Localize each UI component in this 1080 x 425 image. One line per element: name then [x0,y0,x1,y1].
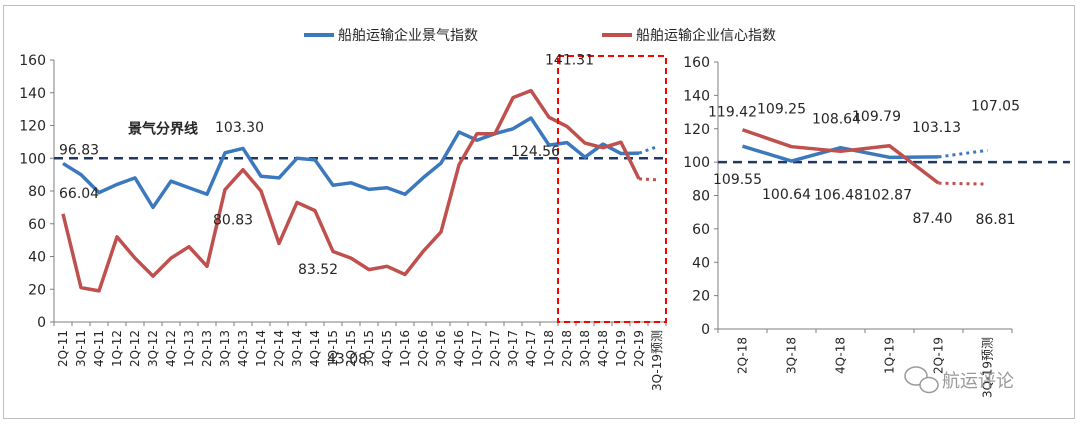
forecast-highlight-box [557,55,667,323]
left-x-tick-label: 3Q-14 [290,330,304,367]
left-x-tick-label: 3Q-12 [146,330,160,367]
right-data-label: 106.48 [814,187,863,203]
left-data-label: 141.31 [545,53,594,69]
right-data-label: 109.79 [852,109,901,125]
legend-label: 船舶运输企业信心指数 [636,27,776,44]
left-x-tick-label: 1Q-19 [614,330,628,367]
left-data-label: 66.04 [59,186,99,202]
left-x-tick-label: 2Q-17 [488,330,502,367]
right-x-tick-label: 1Q-19 [883,337,897,374]
left-x-tick-label: 3Q-13 [218,330,232,367]
left-x-tick-label: 2Q-16 [416,330,430,367]
right-y-tick-label: 0 [701,322,710,338]
left-x-tick-label: 3Q-11 [74,330,88,367]
right-y-tick-label: 20 [692,289,710,305]
left-y-tick-label: 120 [19,119,46,135]
right-data-label: 107.05 [971,98,1020,114]
left-x-tick-label: 1Q-17 [470,330,484,367]
right-data-label: 119.42 [708,105,757,121]
left-x-tick-label: 1Q-16 [398,330,412,367]
right-data-label: 109.25 [757,102,806,118]
left-x-tick-label: 2Q-13 [200,330,214,367]
right-x-tick-label: 2Q-18 [736,337,750,374]
right-x-tick-label: 4Q-18 [834,337,848,374]
left-y-tick-label: 60 [28,217,46,233]
right-y-tick-label: 40 [692,255,710,271]
left-series-forecast-line [638,177,658,182]
left-x-tick-label: 3Q-18 [578,330,592,367]
wechat-icon [904,366,939,394]
left-x-tick-label: 2Q-14 [272,330,286,367]
left-data-label: 80.83 [213,213,253,229]
left-data-label: 43.08 [327,351,367,367]
right-series-forecast-line [938,181,988,186]
right-data-label: 108.64 [812,112,861,128]
right-data-label: 109.55 [713,172,762,188]
right-y-tick-label: 120 [683,122,710,138]
left-x-tick-label: 1Q-12 [110,330,124,367]
chart-frame: 0 20 40 60 80 100 120 140 160 2Q-11 3Q-11 4Q-11 1Q-1… [3,5,1075,419]
left-y-tick-label: 160 [19,53,46,69]
left-series-forecast-line [638,145,658,155]
right-data-label: 86.81 [975,212,1015,228]
left-y-tick-label: 80 [28,184,46,200]
left-x-tick-label: 1Q-18 [542,330,556,367]
left-x-tick-label: 4Q-15 [380,330,394,367]
right-series-forecast-line [938,148,988,159]
left-x-tick-label: 3Q-19预测 [650,330,664,391]
left-y-tick-label: 20 [28,282,46,298]
left-series-line [62,116,640,210]
left-x-tick-label: 1Q-13 [182,330,196,367]
chart-canvas: 0 20 40 60 80 100 120 140 160 2Q-11 3Q-11 4Q-11 1Q-1… [19,27,1070,398]
left-x-tick-label: 2Q-18 [560,330,574,367]
left-x-tick-label: 3Q-15 [362,330,376,367]
right-y-tick-label: 160 [683,55,710,71]
right-data-label: 102.87 [863,187,912,203]
left-x-tick-label: 4Q-18 [596,330,610,367]
left-x-tick-label: 4Q-11 [92,330,106,367]
right-y-tick-label: 140 [683,88,710,104]
right-y-tick-label: 80 [692,189,710,205]
left-data-label: 83.52 [298,262,338,278]
right-x-tick-label: 2Q-19 [932,337,946,374]
right-y-tick-label: 100 [683,155,710,171]
left-x-tick-label: 2Q-11 [56,330,70,367]
right-x-tick-label: 3Q-18 [785,337,799,374]
left-x-tick-label: 4Q-16 [452,330,466,367]
left-x-tick-label: 4Q-12 [164,330,178,367]
left-data-label: 96.83 [59,142,99,158]
watermark-text: 航运评论 [942,371,1014,392]
right-y-tick-label: 60 [692,222,710,238]
left-x-tick-label: 2Q-12 [128,330,142,367]
left-x-tick-label: 4Q-13 [236,330,250,367]
left-y-tick-label: 140 [19,86,46,102]
threshold-label: 景气分界线 [128,120,198,137]
left-series-line [61,88,641,293]
left-data-label: 103.30 [215,120,264,136]
left-x-tick-label: 4Q-14 [308,330,322,367]
left-x-tick-label: 1Q-14 [254,330,268,367]
left-x-tick-label: 2Q-19 [632,330,646,367]
left-x-tick-label: 4Q-17 [524,330,538,367]
right-data-label: 100.64 [762,187,811,203]
left-x-tick-label: 3Q-16 [434,330,448,367]
left-y-tick-label: 100 [19,151,46,167]
right-x-tick-label: 3Q-19预测 [981,337,995,398]
left-x-tick-label: 1Q-15 [326,330,340,367]
legend-label: 船舶运输企业景气指数 [338,27,478,44]
right-data-label: 103.13 [912,120,961,136]
right-data-label: 87.40 [912,211,952,227]
left-x-tick-label: 3Q-17 [506,330,520,367]
right-series-line [741,128,940,185]
left-x-tick-label: 2Q-15 [344,330,358,367]
left-y-tick-label: 40 [28,250,46,266]
left-y-tick-label: 0 [37,315,46,331]
left-data-label: 124.56 [511,144,560,160]
